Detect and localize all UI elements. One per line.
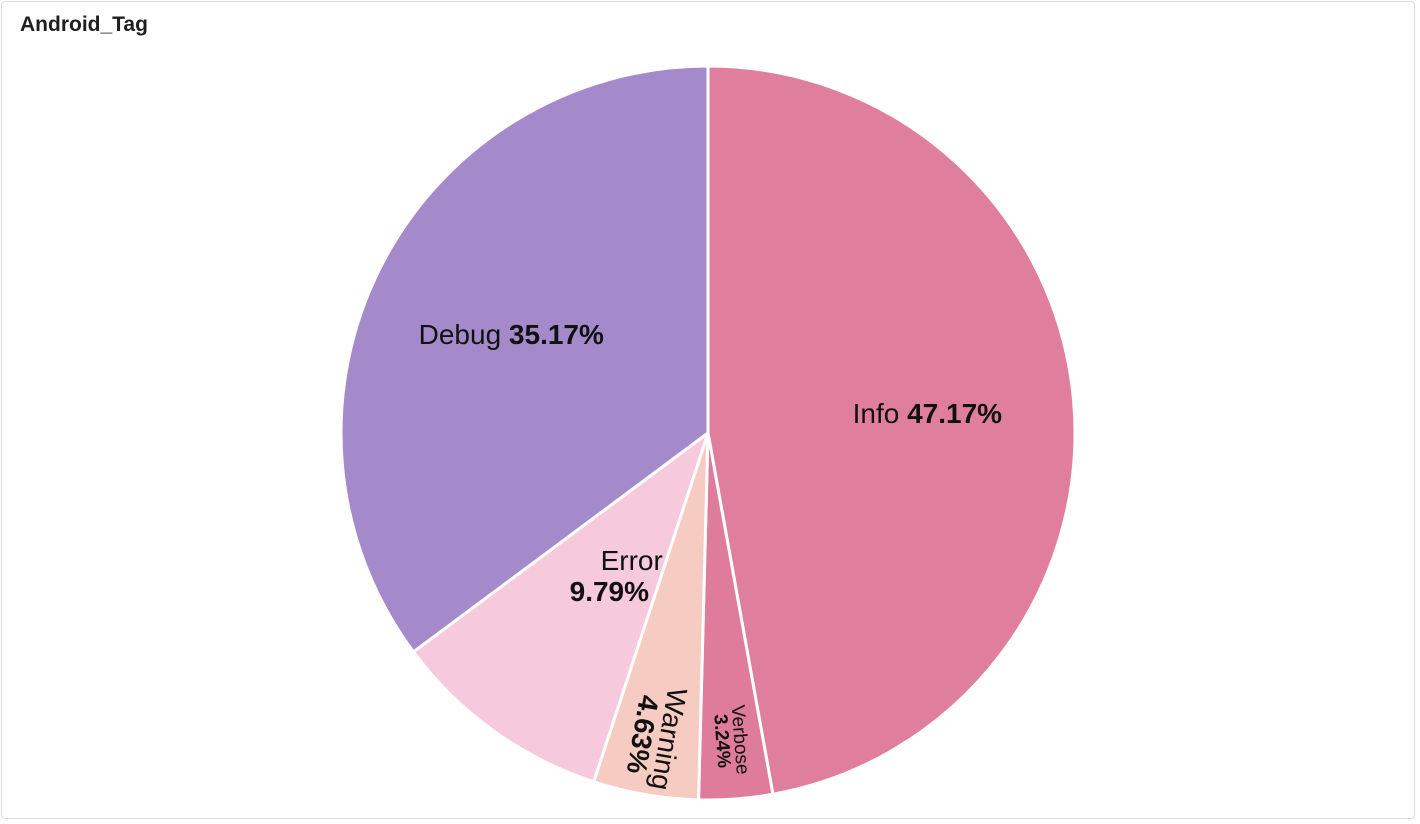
- pie-slice-debug[interactable]: [339, 64, 710, 654]
- slice-name: Debug: [419, 319, 509, 350]
- panel-title: Android_Tag: [20, 13, 148, 36]
- slice-label-error: Error 9.79%: [570, 545, 663, 607]
- slice-percentage: 35.17%: [509, 319, 604, 350]
- slice-percentage: 9.79%: [570, 576, 649, 607]
- slice-name: Info: [853, 398, 907, 429]
- slice-label-verbose: Verbose3.24%: [709, 704, 753, 776]
- slice-name: Error: [601, 545, 663, 576]
- pie-slice-error[interactable]: [411, 431, 710, 784]
- slice-label-info: Info 47.17%: [853, 398, 1003, 429]
- slice-percentage: 47.17%: [907, 398, 1002, 429]
- pie-slice-info[interactable]: [706, 64, 1077, 796]
- pie-slices: [339, 64, 1077, 802]
- slice-percentage: 3.24%: [709, 713, 734, 768]
- slice-label-debug: Debug 35.17%: [419, 319, 604, 350]
